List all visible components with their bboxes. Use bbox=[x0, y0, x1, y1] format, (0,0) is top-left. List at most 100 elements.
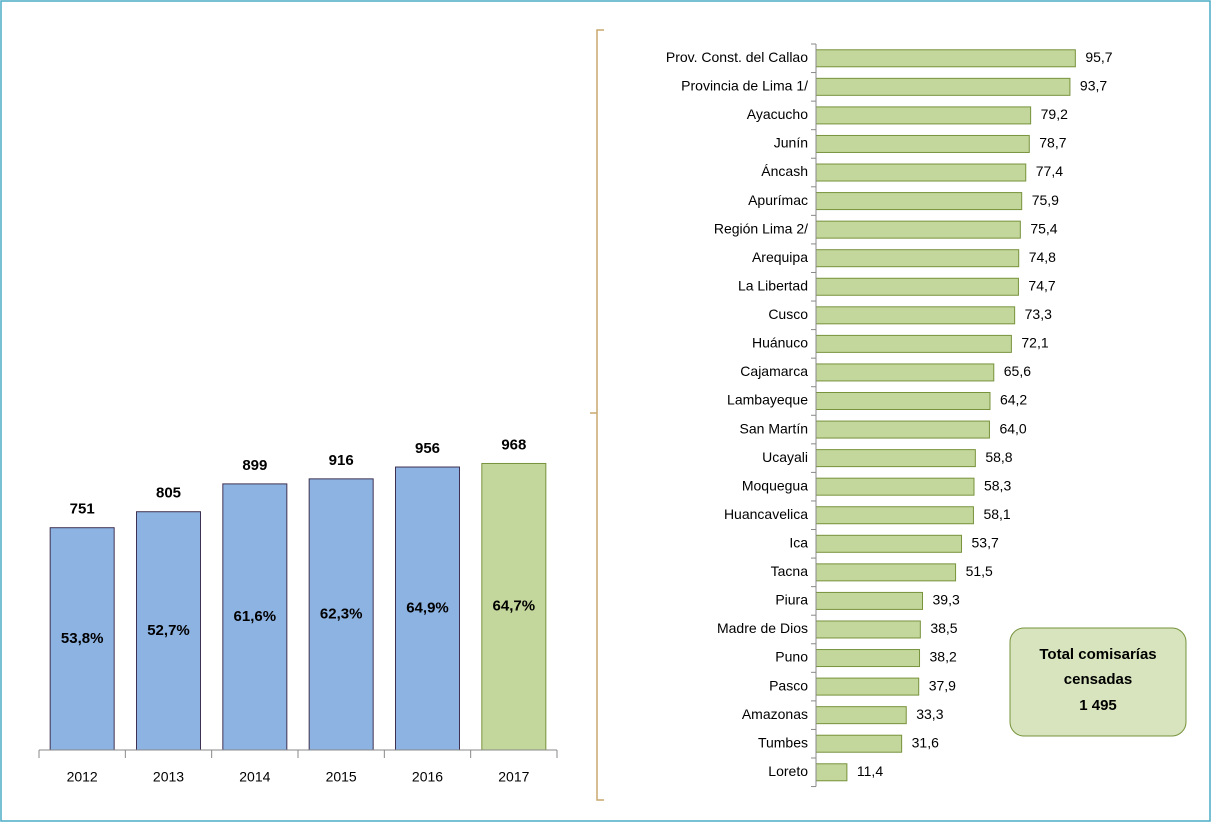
value-label: 58,1 bbox=[983, 506, 1010, 522]
bar bbox=[815, 277, 1019, 296]
bar bbox=[395, 466, 460, 751]
annotation-total: 1 495 bbox=[1079, 697, 1117, 714]
bar bbox=[815, 163, 1027, 182]
x-tick-label: 2013 bbox=[153, 769, 184, 785]
bar bbox=[815, 220, 1021, 239]
value-label: 38,5 bbox=[930, 620, 957, 636]
bar bbox=[815, 734, 903, 753]
y-tick-label: Cajamarca bbox=[740, 363, 808, 379]
bar bbox=[815, 677, 920, 696]
y-tick-label: Huánuco bbox=[752, 335, 808, 351]
bar bbox=[815, 363, 995, 382]
value-label: 751 bbox=[70, 501, 95, 518]
value-label: 95,7 bbox=[1085, 49, 1112, 65]
y-tick-label: Madre de Dios bbox=[717, 620, 808, 636]
value-label: 64,0 bbox=[999, 420, 1026, 436]
y-tick-label: Tumbes bbox=[758, 734, 808, 750]
y-tick-label: Huancavelica bbox=[724, 506, 808, 522]
value-label: 956 bbox=[415, 440, 440, 457]
y-tick-label: Áncash bbox=[761, 163, 808, 179]
bar bbox=[815, 306, 1016, 325]
value-label: 31,6 bbox=[912, 734, 939, 750]
value-label: 75,9 bbox=[1032, 192, 1059, 208]
y-tick-label: Tacna bbox=[771, 563, 809, 579]
bar bbox=[815, 106, 1032, 125]
bar bbox=[815, 706, 907, 725]
share-label: 61,6% bbox=[234, 608, 277, 625]
value-label: 11,4 bbox=[857, 763, 883, 779]
y-tick-label: San Martín bbox=[740, 420, 808, 436]
bar bbox=[222, 483, 288, 751]
y-tick-label: Apurímac bbox=[748, 192, 808, 208]
x-tick-label: 2015 bbox=[326, 769, 357, 785]
y-tick-label: Lambayeque bbox=[727, 392, 808, 408]
y-tick-label: Moquegua bbox=[742, 477, 808, 493]
bar bbox=[815, 249, 1020, 268]
y-tick-label: Loreto bbox=[768, 763, 808, 779]
bar bbox=[815, 763, 848, 782]
value-label: 74,7 bbox=[1028, 277, 1055, 293]
y-tick-label: Junín bbox=[774, 135, 808, 151]
share-label: 52,7% bbox=[147, 622, 190, 639]
bar bbox=[815, 49, 1076, 68]
y-tick-label: Provincia de Lima 1/ bbox=[681, 78, 808, 94]
y-tick-label: Ica bbox=[789, 535, 808, 551]
value-label: 78,7 bbox=[1039, 135, 1066, 151]
value-label: 968 bbox=[501, 436, 526, 453]
y-tick-label: Cusco bbox=[768, 306, 808, 322]
value-label: 77,4 bbox=[1036, 163, 1063, 179]
share-label: 64,9% bbox=[406, 599, 449, 616]
x-tick-label: 2012 bbox=[67, 769, 98, 785]
value-label: 65,6 bbox=[1004, 363, 1031, 379]
share-label: 64,7% bbox=[493, 598, 536, 615]
y-tick-label: Piura bbox=[775, 592, 808, 608]
bar bbox=[815, 77, 1071, 96]
value-label: 58,3 bbox=[984, 477, 1011, 493]
x-tick-label: 2016 bbox=[412, 769, 443, 785]
bar bbox=[49, 527, 115, 751]
y-tick-label: Ayacucho bbox=[747, 106, 808, 122]
value-label: 75,4 bbox=[1030, 220, 1057, 236]
value-label: 37,9 bbox=[929, 677, 956, 693]
y-tick-label: Amazonas bbox=[742, 706, 808, 722]
bar bbox=[308, 478, 374, 751]
bar bbox=[815, 534, 963, 553]
value-label: 805 bbox=[156, 485, 181, 502]
bar bbox=[136, 511, 201, 751]
value-label: 53,7 bbox=[972, 535, 999, 551]
value-label: 74,8 bbox=[1029, 249, 1056, 265]
bar bbox=[815, 134, 1030, 153]
y-tick-label: La Libertad bbox=[738, 277, 808, 293]
y-tick-label: Puno bbox=[775, 649, 808, 665]
value-label: 58,8 bbox=[985, 449, 1012, 465]
annotation: censadas bbox=[1064, 671, 1132, 688]
y-tick-label: Arequipa bbox=[752, 249, 808, 265]
bar bbox=[815, 477, 975, 496]
y-tick-label: Región Lima 2/ bbox=[714, 220, 808, 236]
annotation-box bbox=[1009, 627, 1187, 737]
bar bbox=[815, 334, 1012, 353]
bar bbox=[815, 591, 924, 610]
y-tick-label: Prov. Const. del Callao bbox=[666, 49, 808, 65]
bar bbox=[815, 449, 976, 468]
bar bbox=[815, 192, 1023, 211]
bar bbox=[815, 392, 991, 410]
annotation: Total comisarías bbox=[1039, 646, 1156, 663]
value-label: 916 bbox=[329, 452, 354, 469]
share-label: 62,3% bbox=[320, 605, 363, 622]
value-label: 79,2 bbox=[1041, 106, 1068, 122]
bracket bbox=[590, 29, 604, 801]
share-label: 53,8% bbox=[61, 630, 104, 647]
value-label: 39,3 bbox=[933, 592, 960, 608]
y-tick-label: Ucayali bbox=[762, 449, 808, 465]
value-label: 38,2 bbox=[930, 649, 957, 665]
bar bbox=[815, 649, 921, 668]
value-label: 51,5 bbox=[966, 563, 993, 579]
x-tick-label: 2014 bbox=[239, 769, 270, 785]
bar bbox=[815, 420, 990, 439]
y-tick-label: Pasco bbox=[769, 677, 808, 693]
value-label: 899 bbox=[242, 457, 267, 474]
value-label: 72,1 bbox=[1021, 335, 1048, 351]
